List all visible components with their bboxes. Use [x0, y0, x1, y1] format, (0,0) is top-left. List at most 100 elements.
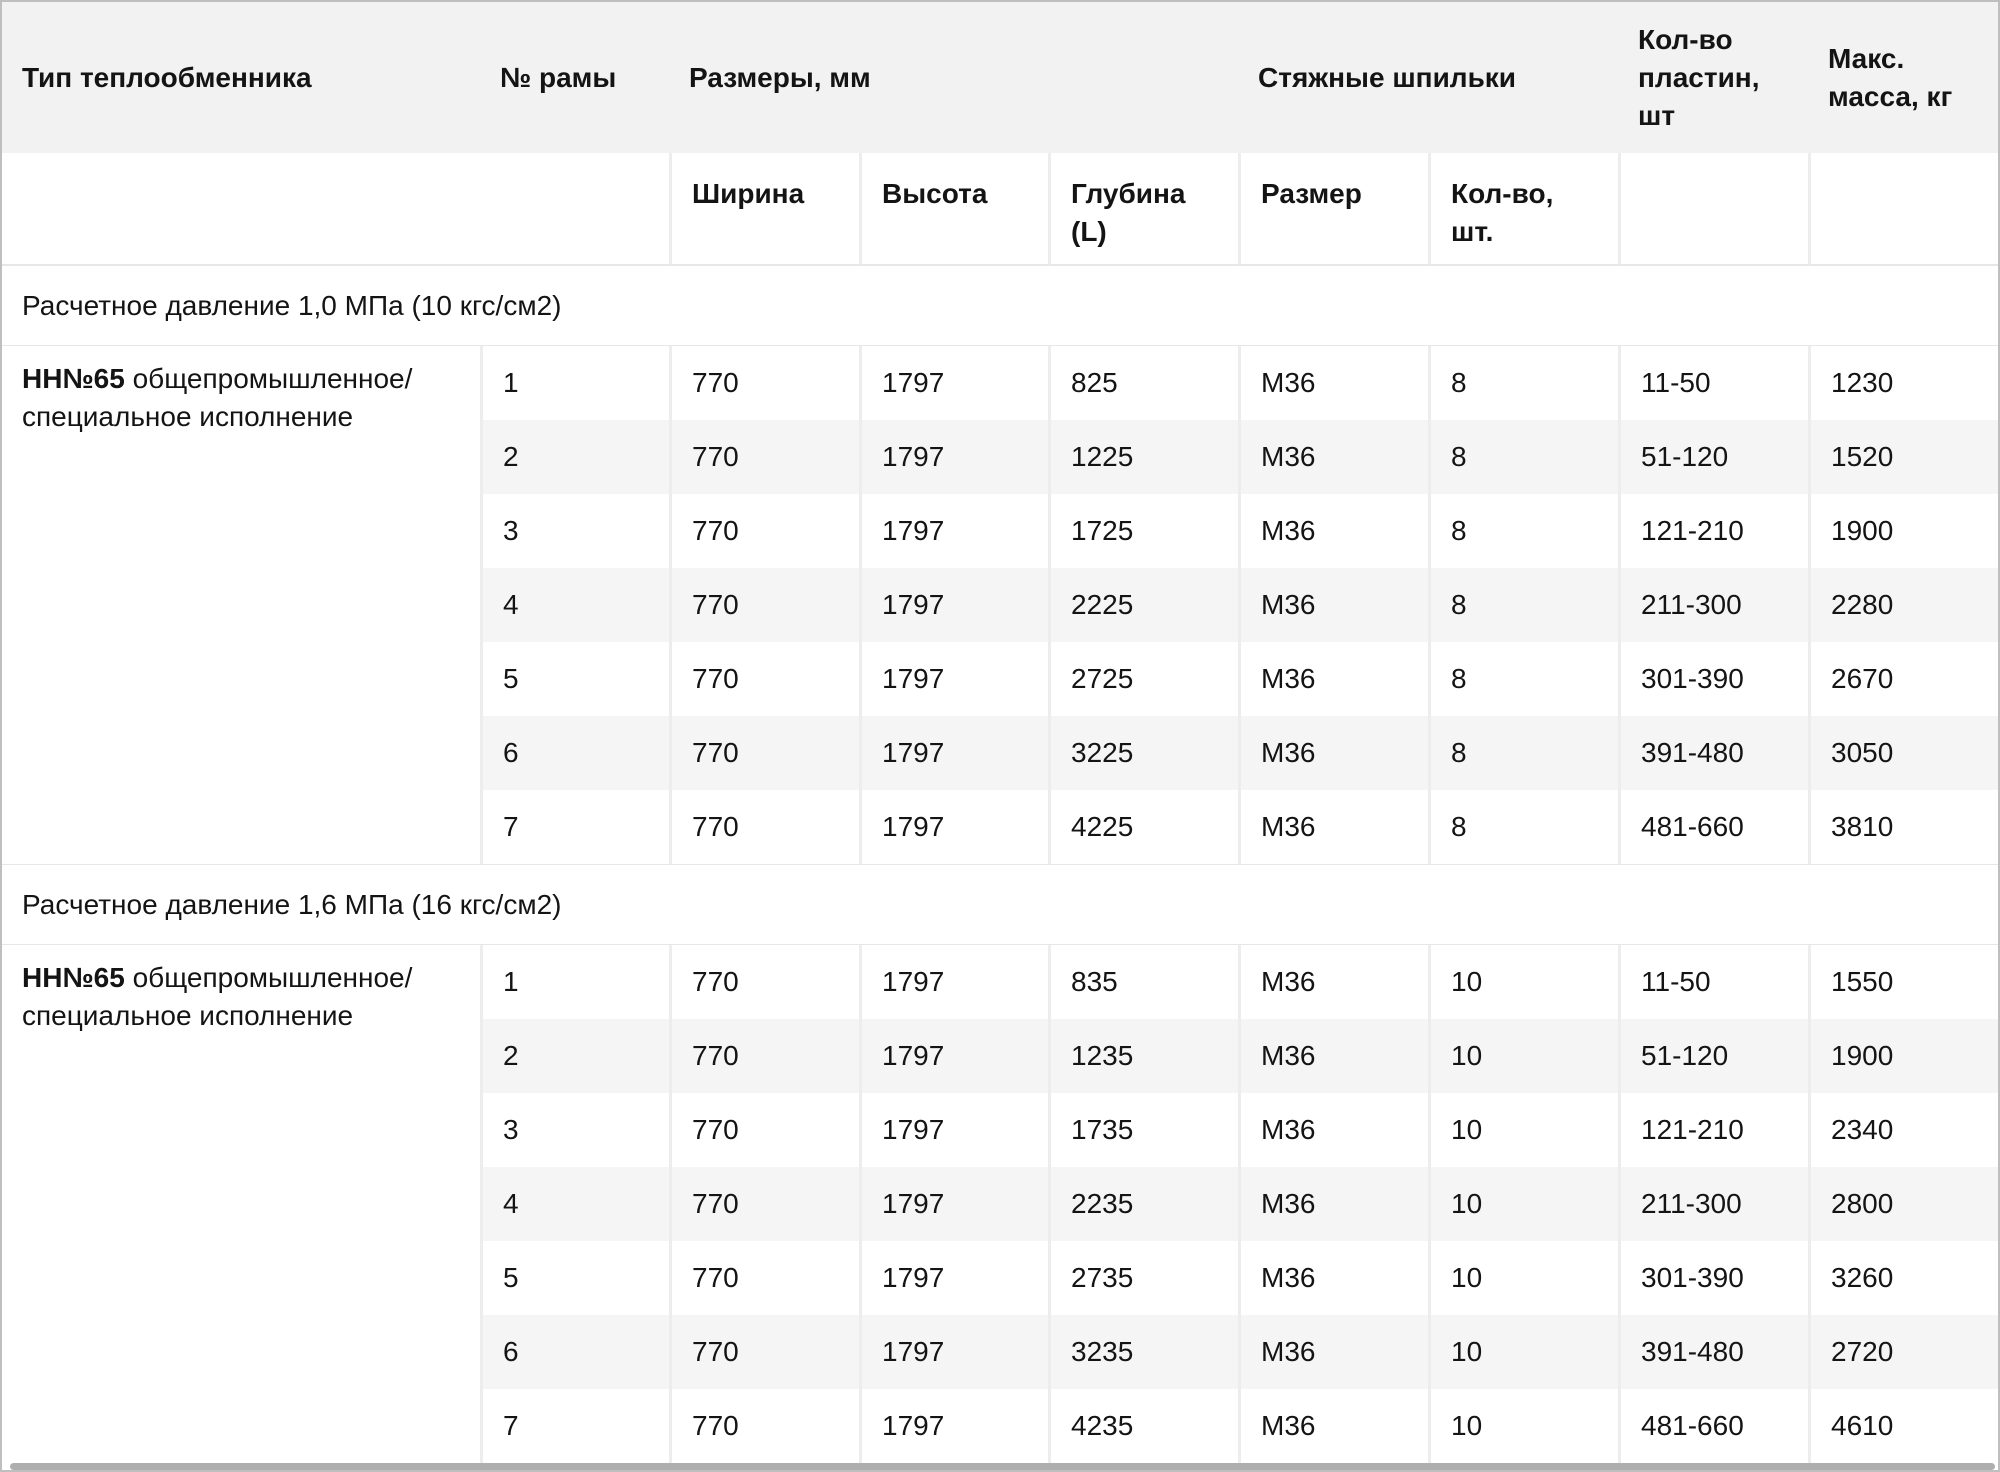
table-row: 5 770 1797 2725 М36 8 301-390 2670 — [2, 642, 1998, 716]
table-header: Тип теплообменника № рамы Размеры, мм Ст… — [2, 2, 1998, 265]
cell-plates-count: 391-480 — [1618, 716, 1809, 790]
cell-frame-number: 7 — [480, 1389, 669, 1463]
cell-width: 770 — [669, 494, 859, 568]
cell-frame-number: 2 — [480, 420, 669, 494]
cell-depth: 1725 — [1048, 494, 1239, 568]
cell-plates-count: 51-120 — [1618, 420, 1809, 494]
cell-max-mass: 1900 — [1808, 1019, 1998, 1093]
cell-frame-number: 2 — [480, 1019, 669, 1093]
table-row: 3 770 1797 1725 М36 8 121-210 1900 — [2, 494, 1998, 568]
cell-depth: 2225 — [1048, 568, 1239, 642]
cell-depth: 825 — [1048, 346, 1239, 420]
cell-plates-count: 301-390 — [1618, 1241, 1809, 1315]
cell-width: 770 — [669, 1241, 859, 1315]
exchanger-model: НН№65 — [22, 363, 125, 394]
cell-width: 770 — [669, 346, 859, 420]
cell-width: 770 — [669, 1019, 859, 1093]
cell-frame-number: 7 — [480, 790, 669, 864]
subheader-empty-mass — [1808, 153, 1998, 265]
section-title: Расчетное давление 1,0 МПа (10 кгс/см2) — [2, 265, 1998, 346]
cell-stud-size: М36 — [1238, 1389, 1429, 1463]
cell-width: 770 — [669, 568, 859, 642]
cell-frame-number: 6 — [480, 1315, 669, 1389]
cell-stud-qty: 10 — [1428, 1093, 1619, 1167]
table-row: 2 770 1797 1235 М36 10 51-120 1900 — [2, 1019, 1998, 1093]
cell-stud-size: М36 — [1238, 1167, 1429, 1241]
cell-plates-count: 481-660 — [1618, 1389, 1809, 1463]
cell-stud-qty: 8 — [1428, 716, 1619, 790]
cell-max-mass: 1550 — [1808, 945, 1998, 1019]
table-row: 2 770 1797 1225 М36 8 51-120 1520 — [2, 420, 1998, 494]
exchanger-variant: общепромышленное/специальное исполнение — [22, 363, 413, 432]
cell-frame-number: 3 — [480, 1093, 669, 1167]
cell-stud-size: М36 — [1238, 945, 1429, 1019]
cell-width: 770 — [669, 642, 859, 716]
cell-height: 1797 — [859, 716, 1048, 790]
col-header-dimensions: Размеры, мм — [669, 2, 1239, 153]
cell-stud-qty: 10 — [1428, 1389, 1619, 1463]
cell-depth: 1235 — [1048, 1019, 1239, 1093]
cell-stud-size: М36 — [1238, 790, 1429, 864]
exchanger-model: НН№65 — [22, 962, 125, 993]
cell-plates-count: 11-50 — [1618, 346, 1809, 420]
cell-max-mass: 4610 — [1808, 1389, 1998, 1463]
cell-stud-qty: 10 — [1428, 1315, 1619, 1389]
cell-stud-size: М36 — [1238, 494, 1429, 568]
cell-height: 1797 — [859, 790, 1048, 864]
cell-stud-qty: 8 — [1428, 346, 1619, 420]
section-header-row: Расчетное давление 1,0 МПа (10 кгс/см2) — [2, 265, 1998, 346]
cell-height: 1797 — [859, 1019, 1048, 1093]
table-row: 4 770 1797 2235 М36 10 211-300 2800 — [2, 1167, 1998, 1241]
cell-depth: 1735 — [1048, 1093, 1239, 1167]
cell-frame-number: 4 — [480, 1167, 669, 1241]
subheader-height: Высота — [859, 153, 1048, 265]
cell-plates-count: 121-210 — [1618, 1093, 1809, 1167]
cell-height: 1797 — [859, 1315, 1048, 1389]
cell-frame-number: 6 — [480, 716, 669, 790]
cell-height: 1797 — [859, 1389, 1048, 1463]
exchanger-variant: общепромышленное/специальное исполнение — [22, 962, 413, 1031]
cell-stud-qty: 8 — [1428, 790, 1619, 864]
table-row: 7 770 1797 4235 М36 10 481-660 4610 — [2, 1389, 1998, 1463]
cell-stud-size: М36 — [1238, 568, 1429, 642]
cell-max-mass: 3260 — [1808, 1241, 1998, 1315]
section-header-row: Расчетное давление 1,6 МПа (16 кгс/см2) — [2, 864, 1998, 945]
cell-plates-count: 51-120 — [1618, 1019, 1809, 1093]
cell-stud-size: М36 — [1238, 716, 1429, 790]
cell-height: 1797 — [859, 642, 1048, 716]
table-row: НН№65 общепромышленное/специальное испол… — [2, 945, 1998, 1463]
cell-plates-count: 211-300 — [1618, 1167, 1809, 1241]
cell-stud-size: М36 — [1238, 420, 1429, 494]
cell-frame-number: 5 — [480, 642, 669, 716]
cell-stud-size: М36 — [1238, 1093, 1429, 1167]
cell-frame-number: 1 — [480, 945, 669, 1019]
table-row: 6 770 1797 3225 М36 8 391-480 3050 — [2, 716, 1998, 790]
cell-max-mass: 1900 — [1808, 494, 1998, 568]
cell-max-mass: 1230 — [1808, 346, 1998, 420]
cell-depth: 4225 — [1048, 790, 1239, 864]
cell-max-mass: 2800 — [1808, 1167, 1998, 1241]
cell-height: 1797 — [859, 1167, 1048, 1241]
cell-plates-count: 211-300 — [1618, 568, 1809, 642]
cell-max-mass: 2280 — [1808, 568, 1998, 642]
col-header-mass: Макс. масса, кг — [1808, 2, 1998, 153]
cell-width: 770 — [669, 1093, 859, 1167]
cell-max-mass: 3810 — [1808, 790, 1998, 864]
cell-plates-count: 11-50 — [1618, 945, 1809, 1019]
cell-depth: 2735 — [1048, 1241, 1239, 1315]
cell-height: 1797 — [859, 494, 1048, 568]
cell-depth: 3225 — [1048, 716, 1239, 790]
table-row: 3 770 1797 1735 М36 10 121-210 2340 — [2, 1093, 1998, 1167]
cell-stud-qty: 10 — [1428, 945, 1619, 1019]
cell-max-mass: 1520 — [1808, 420, 1998, 494]
header-row-sub: Ширина Высота Глубина (L) Размер Кол-во,… — [2, 153, 1998, 265]
cell-max-mass: 2340 — [1808, 1093, 1998, 1167]
cell-max-mass: 2720 — [1808, 1315, 1998, 1389]
cell-width: 770 — [669, 716, 859, 790]
cell-frame-number: 5 — [480, 1241, 669, 1315]
subheader-width: Ширина — [669, 153, 859, 265]
section-title: Расчетное давление 1,6 МПа (16 кгс/см2) — [2, 864, 1998, 945]
cell-depth: 1225 — [1048, 420, 1239, 494]
horizontal-scrollbar-thumb[interactable] — [10, 1463, 1995, 1470]
